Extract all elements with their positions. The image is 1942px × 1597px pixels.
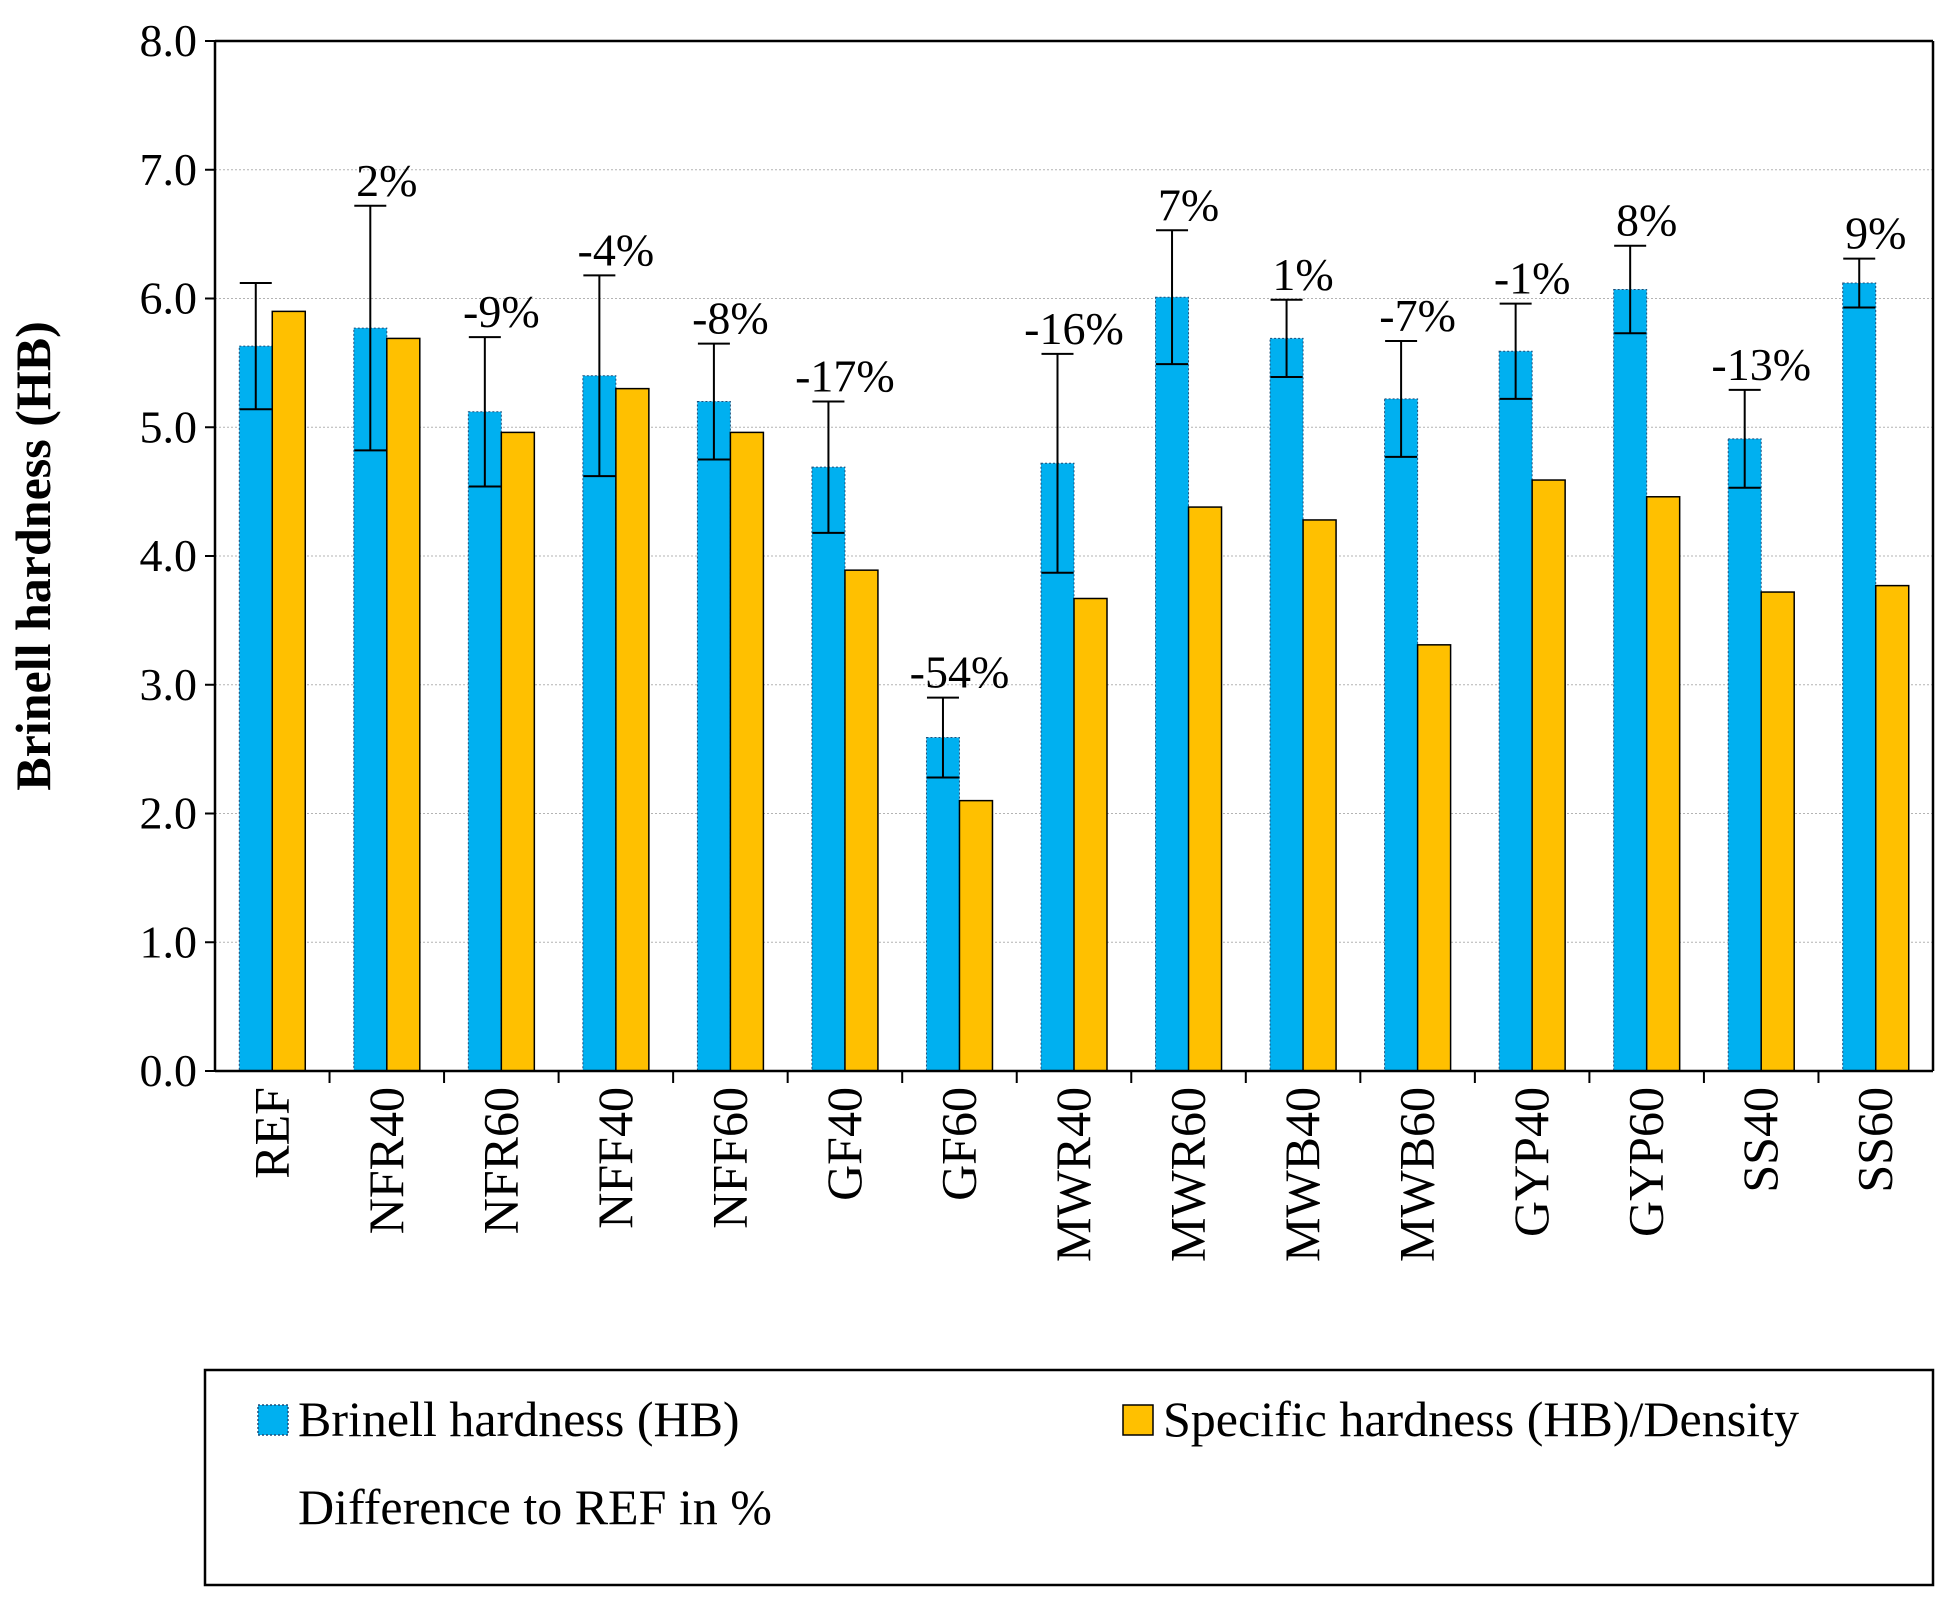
diff-label-ss60: 9% [1845,208,1906,259]
category-label-mwb40: MWB40 [1274,1087,1330,1262]
legend-swatch-brinell [257,1404,289,1436]
diff-label-mwr60: 7% [1158,179,1219,230]
bar-specific-ref [271,310,307,1072]
legend-label-specific: Specific hardness (HB)/Density [1163,1391,1799,1447]
category-label-mwr40: MWR40 [1045,1087,1101,1262]
bar-brinell-nff40 [582,375,617,1072]
labels: 0.0 1.0 2.0 3.0 4.0 5.0 6.0 7.0 8.0 REF 2% NFR40 -9%… [5,15,1906,1262]
y-tick-label: 5.0 [140,401,198,452]
diff-label-nfr40: 2% [356,155,417,206]
diff-label-nff40: -4% [578,224,655,275]
y-tick-label: 4.0 [140,530,198,581]
diff-label-gyp60: 8% [1616,195,1677,246]
category-label-gyp40: GYP40 [1503,1087,1559,1237]
legend: Brinell hardness (HB) Specific hardness (… [203,1368,1935,1587]
bar-specific-ss40 [1760,591,1795,1072]
category-label-nff60: NFF60 [701,1087,757,1229]
axes [205,39,1935,1083]
category-label-ref: REF [243,1087,299,1179]
diff-label-nff60: -8% [692,293,769,344]
bar-specific-nfr60 [500,431,536,1072]
category-label-nfr60: NFR60 [472,1087,528,1234]
bar-specific-mwb40 [1302,519,1337,1072]
category-label-ss60: SS60 [1847,1087,1903,1193]
bar-brinell-ref [238,345,273,1072]
bar-brinell-nfr60 [467,411,502,1072]
diff-label-gf40: -17% [795,351,895,402]
bar-brinell-mwb60 [1384,398,1419,1072]
bar-specific-nfr40 [386,337,421,1072]
bar-specific-gf60 [958,799,994,1072]
y-tick-label: 6.0 [140,273,198,324]
legend-label-difference: Difference to REF in % [298,1479,772,1535]
category-label-gf40: GF40 [816,1087,872,1201]
bar-specific-mwr60 [1187,506,1223,1072]
category-label-nff40: NFF40 [587,1087,643,1229]
bar-brinell-ss60 [1842,282,1877,1072]
bar-specific-gf40 [844,569,879,1072]
legend-swatch-specific [1122,1404,1154,1436]
bar-specific-nff60 [729,431,765,1072]
bar-brinell-mwb40 [1269,337,1304,1072]
diff-label-gf60: -54% [910,647,1010,698]
diff-label-gyp40: -1% [1494,253,1571,304]
legend-label-brinell: Brinell hardness (HB) [298,1391,740,1447]
bar-brinell-mwr60 [1155,296,1190,1072]
bar-specific-mwb60 [1416,644,1452,1072]
y-tick-label: 1.0 [140,916,198,967]
diff-label-mwb40: 1% [1272,249,1333,300]
bar-brinell-ss40 [1727,438,1762,1072]
bar-specific-gyp40 [1531,479,1566,1072]
diff-label-nfr60: -9% [463,286,540,337]
category-label-gf60: GF60 [930,1087,986,1201]
bar-specific-ss60 [1874,584,1910,1072]
bar-brinell-nff60 [696,401,731,1072]
y-tick-label: 7.0 [140,144,198,195]
y-tick-label: 0.0 [140,1045,198,1096]
category-label-ss40: SS40 [1732,1087,1788,1193]
bar-brinell-gyp60 [1613,288,1648,1072]
bar-specific-gyp60 [1645,496,1681,1072]
y-tick-label: 2.0 [140,788,198,839]
legend-box [203,1368,1935,1587]
category-label-mwr60: MWR60 [1160,1087,1216,1262]
bar-specific-nff40 [615,387,650,1072]
bar-brinell-gf60 [925,737,960,1072]
bar-brinell-gyp40 [1498,350,1533,1072]
bar-specific-mwr40 [1073,597,1108,1072]
bar-brinell-nfr40 [353,327,388,1072]
diff-label-ss40: -13% [1711,339,1811,390]
diff-label-mwb60: -7% [1379,290,1456,341]
diff-label-mwr40: -16% [1024,303,1124,354]
y-axis-title: Brinell hardness (HB) [5,321,61,790]
bar-brinell-gf40 [811,466,846,1072]
category-label-gyp60: GYP60 [1618,1087,1674,1237]
bars [238,204,1910,1072]
category-label-nfr40: NFR40 [358,1087,414,1234]
category-label-mwb60: MWB60 [1389,1087,1445,1262]
y-tick-label: 3.0 [140,659,198,710]
y-tick-label: 8.0 [140,15,198,66]
